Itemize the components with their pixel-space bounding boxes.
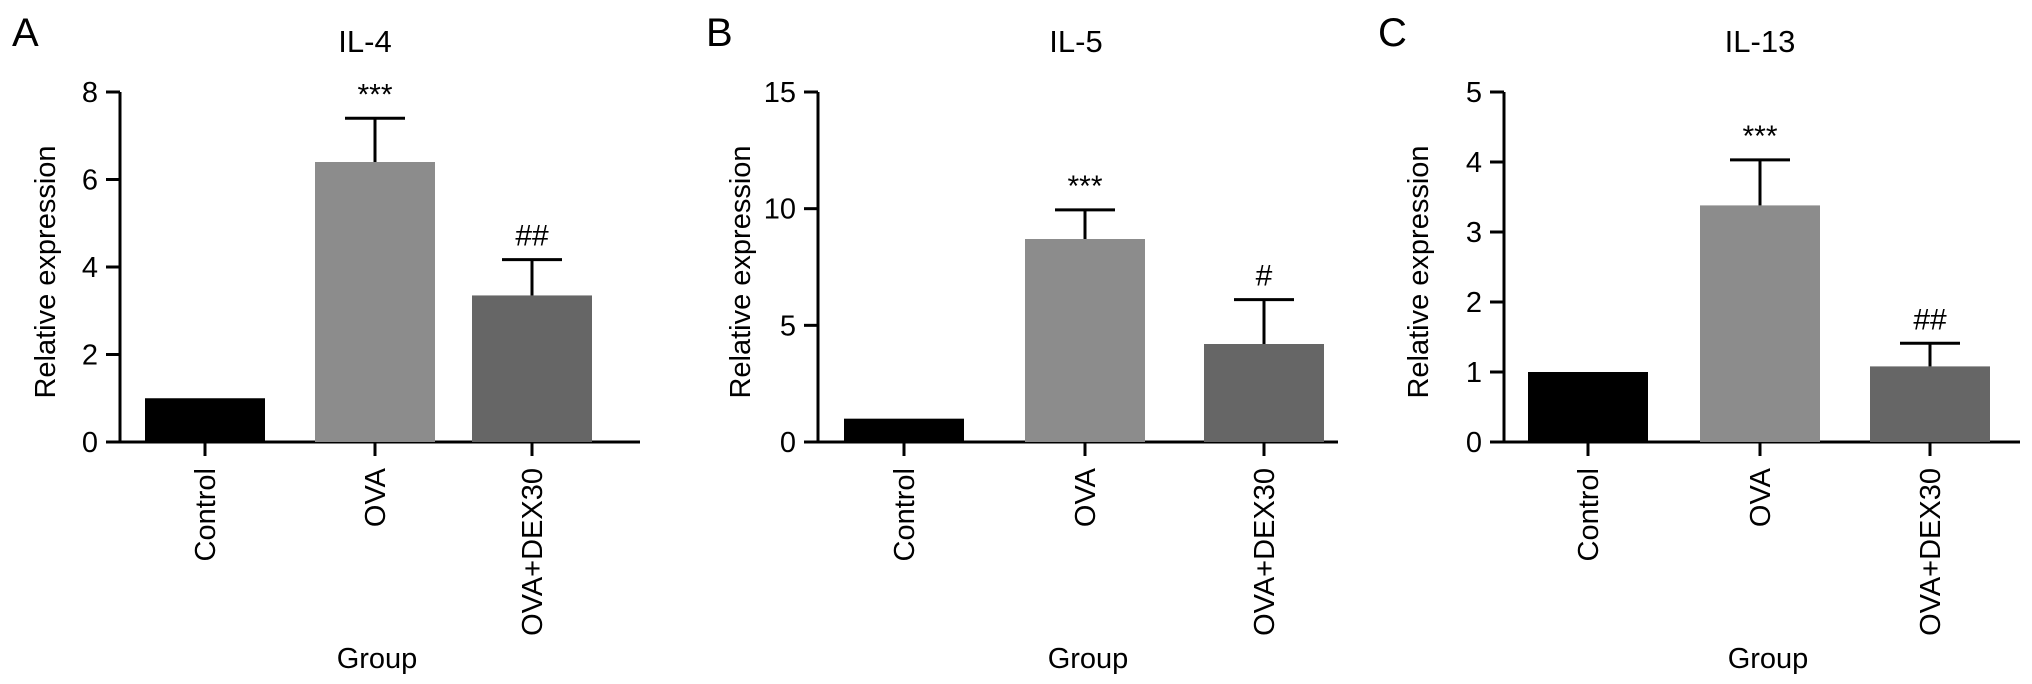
significance-label: *** bbox=[357, 78, 392, 111]
panel-letter: B bbox=[706, 11, 733, 55]
x-tick-label: OVA bbox=[1745, 467, 1777, 527]
y-axis-label: Relative expression bbox=[725, 145, 757, 398]
bar-control bbox=[145, 398, 265, 442]
y-tick-label: 2 bbox=[1466, 287, 1482, 319]
panel-letter: C bbox=[1378, 11, 1407, 55]
y-tick-label: 5 bbox=[780, 310, 796, 342]
significance-label: ## bbox=[1913, 303, 1947, 336]
y-tick-label: 5 bbox=[1466, 77, 1482, 109]
y-tick-label: 4 bbox=[1466, 147, 1482, 179]
chart-panel-a: A IL-4 0 2 4 6 8 Relative expression Control *** O… bbox=[12, 11, 640, 675]
panel-letter: A bbox=[12, 11, 39, 55]
x-tick-label: Control bbox=[190, 468, 222, 562]
y-tick-label: 15 bbox=[764, 77, 796, 109]
bar-ova bbox=[1025, 239, 1145, 442]
y-axis-label: Relative expression bbox=[1403, 145, 1435, 398]
x-tick-label: Control bbox=[1573, 468, 1605, 562]
y-tick-label: 0 bbox=[1466, 427, 1482, 459]
chart-title: IL-13 bbox=[1725, 24, 1796, 59]
x-axis-label: Group bbox=[1728, 643, 1809, 675]
bar-ova bbox=[1700, 205, 1820, 442]
x-tick-label: OVA+DEX30 bbox=[517, 468, 549, 636]
x-tick-label: OVA bbox=[1070, 467, 1102, 527]
bar-ova-dex30 bbox=[1870, 366, 1990, 442]
y-tick-label: 0 bbox=[780, 427, 796, 459]
chart-panel-b: B IL-5 0 5 10 15 Relative expression Control ***… bbox=[706, 11, 1338, 675]
y-tick-label: 4 bbox=[82, 252, 98, 284]
y-tick-label: 3 bbox=[1466, 217, 1482, 249]
y-tick-label: 6 bbox=[82, 165, 98, 197]
significance-label: *** bbox=[1742, 120, 1777, 153]
y-tick-label: 8 bbox=[82, 77, 98, 109]
x-tick-label: Control bbox=[889, 468, 921, 562]
bar-ova-dex30 bbox=[472, 295, 592, 442]
chart-panel-c: C IL-13 0 1 2 3 4 5 Relative expression Control **… bbox=[1378, 11, 2020, 675]
bar-ova-dex30 bbox=[1204, 344, 1324, 442]
bar-control bbox=[1528, 372, 1648, 442]
x-tick-label: OVA bbox=[360, 467, 392, 527]
y-tick-label: 1 bbox=[1466, 357, 1482, 389]
significance-label: # bbox=[1256, 260, 1273, 293]
chart-title: IL-4 bbox=[338, 24, 391, 59]
y-tick-label: 2 bbox=[82, 340, 98, 372]
x-axis-label: Group bbox=[337, 643, 418, 675]
y-tick-label: 10 bbox=[764, 194, 796, 226]
bar-control bbox=[844, 418, 964, 442]
x-tick-label: OVA+DEX30 bbox=[1915, 468, 1947, 636]
significance-label: ## bbox=[515, 220, 549, 253]
chart-title: IL-5 bbox=[1049, 24, 1102, 59]
significance-label: *** bbox=[1067, 170, 1102, 203]
x-axis-label: Group bbox=[1048, 643, 1129, 675]
x-tick-label: OVA+DEX30 bbox=[1249, 468, 1281, 636]
y-tick-label: 0 bbox=[82, 427, 98, 459]
y-axis-label: Relative expression bbox=[30, 145, 62, 398]
bar-ova bbox=[315, 162, 435, 442]
